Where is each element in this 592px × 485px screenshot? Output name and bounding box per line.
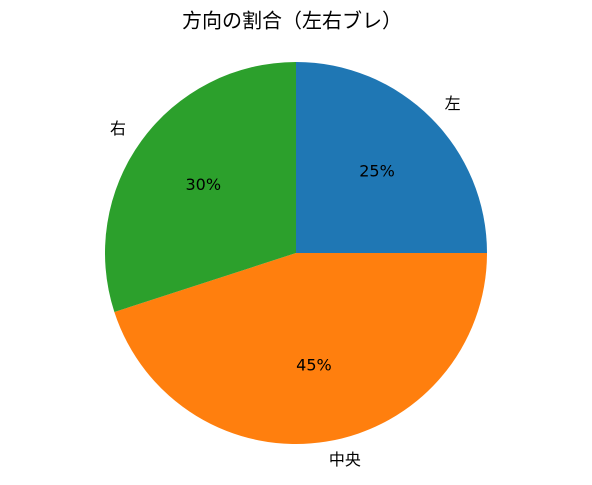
pie-slice (296, 62, 487, 253)
value-label: 25% (359, 161, 395, 180)
chart-title: 方向の割合（左右ブレ） (182, 9, 402, 33)
value-label: 30% (186, 175, 222, 194)
value-label: 45% (296, 356, 332, 375)
pie-slice (114, 253, 487, 444)
category-label: 右 (110, 119, 126, 138)
category-label: 左 (445, 94, 461, 113)
category-label: 中央 (329, 450, 361, 469)
pie-slice (104, 62, 296, 313)
